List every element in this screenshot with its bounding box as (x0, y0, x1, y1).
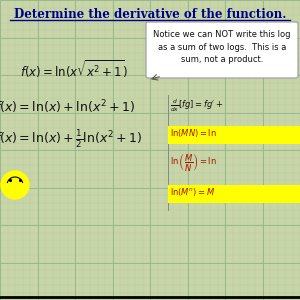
Text: $\frac{d}{dx}[fg] = fg^\prime +$: $\frac{d}{dx}[fg] = fg^\prime +$ (170, 98, 224, 114)
Text: Notice we can NOT write this log
as a sum of two logs.  This is a
sum, not a pro: Notice we can NOT write this log as a su… (153, 30, 291, 64)
Text: Determine the derivative of the function.: Determine the derivative of the function… (14, 8, 286, 20)
Text: $\ln\left(\dfrac{M}{N}\right) = \ln$: $\ln\left(\dfrac{M}{N}\right) = \ln$ (170, 152, 217, 174)
FancyBboxPatch shape (168, 126, 300, 144)
Text: $\ln(M^n) = M$: $\ln(M^n) = M$ (170, 186, 215, 198)
Text: $f(x) = \ln(x) + \frac{1}{2}\ln(x^2+1)$: $f(x) = \ln(x) + \frac{1}{2}\ln(x^2+1)$ (0, 128, 142, 150)
Text: $f(x) = \ln(x\sqrt{x^2+1})$: $f(x) = \ln(x\sqrt{x^2+1})$ (20, 58, 129, 80)
FancyBboxPatch shape (146, 22, 298, 78)
Text: $\ln(MN) = \ln$: $\ln(MN) = \ln$ (170, 127, 217, 139)
Text: $f(x) = \ln(x) + \ln(x^2+1)$: $f(x) = \ln(x) + \ln(x^2+1)$ (0, 98, 135, 116)
FancyBboxPatch shape (168, 185, 300, 203)
Circle shape (1, 171, 29, 199)
